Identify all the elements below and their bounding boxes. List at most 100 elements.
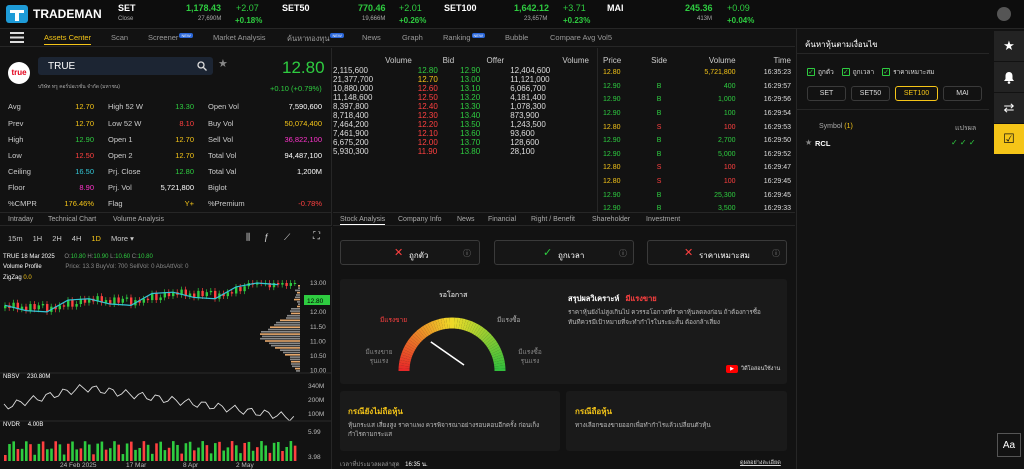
book-row[interactable]: 5,930,300 11.90 13.80 28,100 — [333, 147, 595, 156]
book-row[interactable]: 8,397,800 12.40 13.30 1,078,300 — [333, 102, 595, 111]
details-link[interactable]: ดูผลอย่างละเอียด — [740, 459, 781, 467]
result-symbol[interactable]: RCL — [815, 139, 830, 148]
trade-row[interactable]: 12.90 B 1,000 16:29:56 — [599, 93, 795, 107]
interval-1d[interactable]: 1D — [91, 234, 101, 243]
trade-row[interactable]: 12.80 5,721,800 16:35:23 — [599, 66, 795, 80]
nav-news[interactable]: News — [362, 33, 381, 42]
market-set50[interactable]: SET50 — [851, 86, 890, 101]
trade-row[interactable]: 12.90 B 100 16:29:54 — [599, 107, 795, 121]
nav-market-analysis[interactable]: Market Analysis — [213, 33, 266, 42]
nvdr-bar — [189, 442, 192, 461]
nav-graph[interactable]: Graph — [402, 33, 423, 42]
book-row[interactable]: 7,464,200 12.20 13.50 1,243,500 — [333, 120, 595, 129]
nav-fund-search[interactable]: ค้นหาทองทุน NEW — [287, 33, 344, 45]
volume-profile-bar — [283, 352, 300, 354]
book-cell: 5,930,300 — [333, 147, 418, 156]
check-right-stock[interactable]: ✓ ถูกตัว — [807, 67, 834, 77]
interval-1h[interactable]: 1H — [33, 234, 43, 243]
market-mai[interactable]: MAI — [943, 86, 982, 101]
nvdr-bar — [17, 449, 20, 461]
trade-row[interactable]: 12.90 B 400 16:29:57 — [599, 80, 795, 94]
result-row[interactable]: ★ RCL ✓ ✓ ✓ — [805, 138, 985, 150]
stat-value: 16.50 — [75, 167, 94, 176]
market-set[interactable]: SET — [807, 86, 846, 101]
star-icon[interactable]: ★ — [805, 138, 812, 147]
book-row[interactable]: 6,675,200 12.00 13.70 128,600 — [333, 138, 595, 147]
ticker-mai[interactable]: MAI 245.36 +0.09 413M +0.04% — [607, 3, 757, 27]
tab-stock-analysis[interactable]: Stock Analysis — [340, 216, 385, 225]
tab-intraday[interactable]: Intraday — [8, 216, 33, 223]
symbol-search-box[interactable]: TRUE — [38, 57, 213, 75]
ticker-set100[interactable]: SET100 1,642.12 +3.71 23,657M +0.23% — [444, 3, 594, 27]
tab-news[interactable]: News — [457, 216, 475, 223]
fullscreen-icon[interactable]: ⛶ — [313, 231, 320, 242]
book-row[interactable]: 2,115,600 12.80 12.90 12,404,600 — [333, 66, 595, 75]
tab-right-benefit[interactable]: Right / Benefit — [531, 216, 575, 223]
tab-shareholder[interactable]: Shareholder — [592, 216, 630, 223]
trade-row[interactable]: 12.80 S 100 16:29:47 — [599, 161, 795, 175]
gauge-arc — [422, 332, 424, 334]
info-icon[interactable]: ⓘ — [463, 248, 471, 259]
interval-more[interactable]: More — [111, 234, 128, 243]
verdict-fair-price[interactable]: ✕ ราคาเหมาะสม ⓘ — [647, 240, 787, 265]
verdict-right-stock[interactable]: ✕ ถูกตัว ⓘ — [340, 240, 480, 265]
search-icon[interactable] — [197, 61, 207, 71]
col-result: แปรผล — [955, 123, 976, 134]
tab-investment[interactable]: Investment — [646, 216, 680, 223]
gauge-arc — [408, 349, 409, 351]
check-right-time[interactable]: ✓ ถูกเวลา — [842, 67, 874, 77]
trade-row[interactable]: 12.80 S 100 16:29:45 — [599, 175, 795, 189]
stat-value: 1,200M — [297, 167, 322, 176]
indicator-icon[interactable]: ƒ — [264, 232, 269, 242]
trade-row[interactable]: 12.90 B 5,000 16:29:52 — [599, 148, 795, 162]
gauge-arc — [495, 349, 496, 351]
ticker-set[interactable]: SET 1,178.43 +2.07 Close 27,690M +0.18% — [118, 3, 268, 27]
market-set100[interactable]: SET100 — [895, 86, 938, 101]
trade-cell: 16:29:54 — [740, 107, 795, 121]
star-icon[interactable]: ★ — [994, 31, 1024, 61]
trade-cell: 2,700 — [678, 134, 740, 148]
favorite-star-icon[interactable]: ★ — [218, 57, 228, 70]
interval-4h[interactable]: 4H — [72, 234, 82, 243]
tab-volume-analysis[interactable]: Volume Analysis — [113, 216, 164, 223]
user-avatar-icon[interactable] — [997, 7, 1011, 21]
check-fair-price[interactable]: ✓ ราคาเหมาะสม — [882, 67, 934, 77]
info-icon[interactable]: ⓘ — [619, 248, 627, 259]
volume-profile-bar — [291, 308, 300, 310]
video-tutorial-link[interactable]: ▶ วิดีโอสอนใช้งาน — [726, 365, 780, 373]
swap-icon[interactable]: ⇄ — [994, 93, 1024, 123]
trade-row[interactable]: 12.90 B 2,700 16:29:50 — [599, 134, 795, 148]
hamburger-menu-icon[interactable] — [10, 32, 24, 45]
tab-company-info[interactable]: Company Info — [398, 216, 442, 223]
chart-canvas[interactable]: 13.0012.5012.0011.5011.0010.5010.0012.80… — [0, 245, 332, 469]
tab-financial[interactable]: Financial — [488, 216, 516, 223]
book-row[interactable]: 8,718,400 12.30 13.40 873,900 — [333, 111, 595, 120]
nav-ranking[interactable]: Ranking NEW — [443, 33, 485, 42]
interval-15m[interactable]: 15m — [8, 234, 23, 243]
font-size-icon[interactable]: Aa — [997, 433, 1021, 457]
book-row[interactable]: 10,880,000 12.60 13.10 6,066,700 — [333, 84, 595, 93]
candlestick-icon[interactable]: ⫼ — [246, 232, 250, 243]
nvdr-bar — [8, 444, 11, 461]
nav-bubble[interactable]: Bubble — [505, 33, 528, 42]
checklist-icon[interactable]: ☑ — [994, 124, 1024, 154]
ticker-set50[interactable]: SET50 770.46 +2.01 19,666M +0.26% — [282, 3, 432, 27]
nav-compare-avg[interactable]: Compare Avg Vol5 — [550, 33, 612, 42]
chevron-down-icon[interactable]: ▾ — [130, 234, 134, 243]
brand-logo[interactable]: TRADEMAN — [6, 5, 102, 23]
nav-scan[interactable]: Scan — [111, 33, 128, 42]
book-row[interactable]: 21,377,700 12.70 13.00 11,121,000 — [333, 75, 595, 84]
symbol-input[interactable]: TRUE — [48, 61, 197, 72]
trade-row[interactable]: 12.80 S 100 16:29:53 — [599, 120, 795, 134]
tab-technical-chart[interactable]: Technical Chart — [48, 216, 96, 223]
nav-screener[interactable]: Screener NEW — [148, 33, 193, 42]
drawing-icon[interactable]: ⟋ — [284, 232, 290, 243]
book-row[interactable]: 11,148,600 12.50 13.20 4,181,400 — [333, 93, 595, 102]
info-icon[interactable]: ⓘ — [772, 248, 780, 259]
bell-icon[interactable] — [994, 62, 1024, 92]
interval-2h[interactable]: 2H — [52, 234, 62, 243]
verdict-right-time[interactable]: ✓ ถูกเวลา ⓘ — [494, 240, 634, 265]
trade-row[interactable]: 12.90 B 25,300 16:29:45 — [599, 188, 795, 202]
book-row[interactable]: 7,461,900 12.10 13.60 93,600 — [333, 129, 595, 138]
nav-assets-center[interactable]: Assets Center — [44, 33, 91, 45]
